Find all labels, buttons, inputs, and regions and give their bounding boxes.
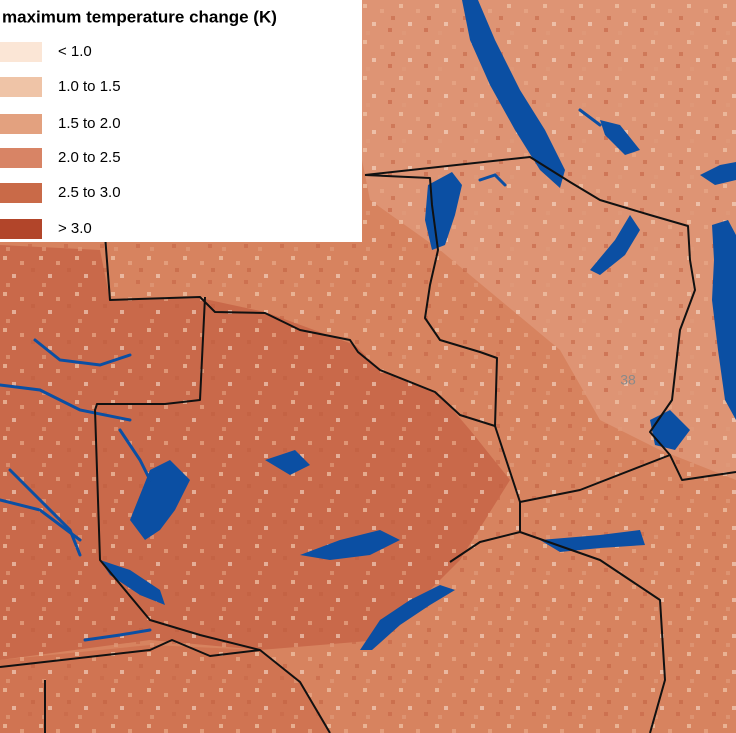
legend-label: 2.0 to 2.5 — [58, 149, 121, 166]
legend-swatch — [0, 42, 42, 62]
water — [0, 0, 736, 650]
legend-label: 1.0 to 1.5 — [58, 78, 121, 95]
legend-label: > 3.0 — [58, 220, 92, 237]
legend-swatch — [0, 77, 42, 97]
legend-label: 1.5 to 2.0 — [58, 115, 121, 132]
legend-swatch — [0, 114, 42, 134]
legend-box — [0, 0, 362, 242]
borders — [0, 156, 736, 733]
legend-swatch — [0, 183, 42, 203]
legend: maximum temperature change (K) < 1.0 1.0 … — [0, 0, 362, 242]
map-label: 38 — [620, 372, 636, 388]
legend-swatch — [0, 219, 42, 239]
legend-label: < 1.0 — [58, 43, 92, 60]
legend-swatch — [0, 148, 42, 168]
legend-label: 2.5 to 3.0 — [58, 184, 121, 201]
legend-title: maximum temperature change (K) — [2, 7, 277, 26]
